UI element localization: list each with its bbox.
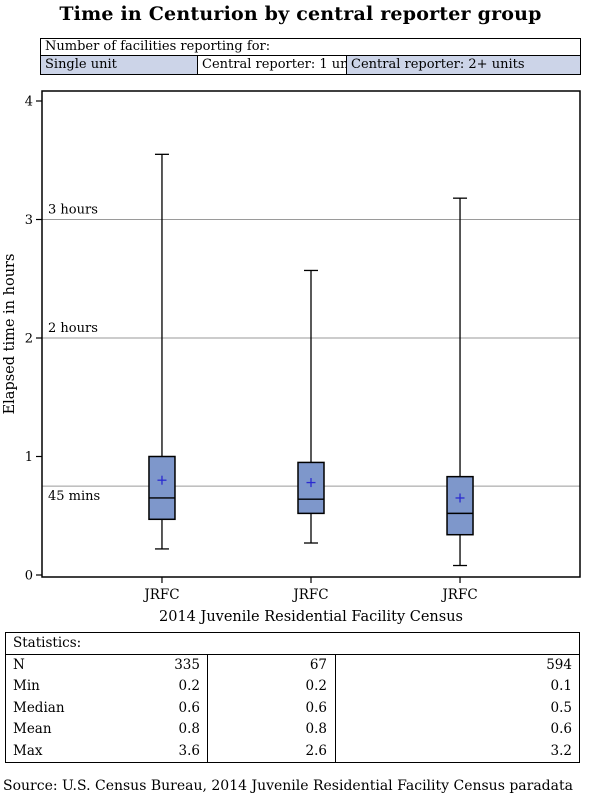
stats-row-median: Median 0.6 0.6 0.5 — [6, 697, 579, 720]
chart-title: Time in Centurion by central reporter gr… — [59, 3, 542, 25]
reference-line-label: 3 hours — [48, 203, 98, 218]
stats-value: 0.6 — [335, 719, 579, 741]
box-plot-group-1 — [148, 153, 176, 550]
stats-row-n: N 335 67 594 — [6, 655, 579, 677]
stats-row-mean: Mean 0.8 0.8 0.6 — [6, 719, 579, 741]
legend-item-central-reporter-2plus-units: Central reporter: 2+ units — [346, 56, 580, 74]
stats-value: 0.6 — [207, 697, 335, 720]
stats-row-min: Min 0.2 0.2 0.1 — [6, 676, 579, 698]
x-axis-category-label: JRFC — [142, 587, 179, 603]
stats-value: 67 — [207, 655, 335, 677]
stats-value: 0.8 — [207, 719, 335, 741]
legend-table: Number of facilities reporting for: Sing… — [40, 38, 581, 75]
statistics-table-body: N 335 67 594 Min 0.2 0.2 0.1 Median 0.6 0.6 0.5 Mean… — [6, 655, 579, 762]
y-axis-tick-label: 3 — [25, 213, 33, 228]
stats-value: 3.2 — [335, 740, 579, 762]
stats-value: 2.6 — [207, 740, 335, 762]
y-axis-tick-label: 4 — [25, 95, 33, 110]
box-plot-group-3 — [446, 197, 474, 567]
legend-header: Number of facilities reporting for: — [41, 39, 580, 56]
statistics-table-header: Statistics: — [6, 633, 579, 655]
boxplot-chart: 45 mins 2 hours 3 hours 0 1 2 3 4 JRFC JRFC JRFC 20… — [2, 90, 581, 625]
iqr-box — [446, 475, 474, 536]
legend-item-single-unit: Single unit — [41, 56, 197, 74]
legend-item-central-reporter-1-unit: Central reporter: 1 unit — [197, 56, 346, 74]
stats-label-and-value: Median 0.6 — [13, 699, 200, 716]
stats-value: 0.1 — [335, 676, 579, 698]
legend-row: Single unit Central reporter: 1 unit Cen… — [41, 56, 580, 74]
y-axis-tick-label: 2 — [25, 332, 33, 347]
x-axis-title: 2014 Juvenile Residential Facility Censu… — [159, 609, 463, 625]
box-plot-group-2 — [297, 269, 325, 544]
stats-label-and-value: N 335 — [13, 657, 200, 673]
stats-label-and-value: Max 3.6 — [13, 742, 200, 759]
stats-label-and-value: Mean 0.8 — [13, 721, 200, 738]
y-axis-tick-label: 0 — [25, 569, 33, 584]
reference-line-label: 45 mins — [48, 489, 100, 504]
x-axis-category-label: JRFC — [291, 587, 328, 603]
iqr-box — [297, 461, 325, 515]
x-axis-category-label: JRFC — [440, 587, 477, 603]
y-axis-title: Elapsed time in hours — [2, 254, 18, 415]
reference-line-label: 2 hours — [48, 321, 98, 336]
stats-value: 0.2 — [207, 676, 335, 698]
y-axis-tick-label: 1 — [25, 450, 33, 465]
stats-label-and-value: Min 0.2 — [13, 678, 200, 695]
source-note: Source: U.S. Census Bureau, 2014 Juvenil… — [3, 778, 573, 794]
iqr-box — [148, 455, 176, 521]
stats-row-max: Max 3.6 2.6 3.2 — [6, 740, 579, 762]
statistics-table: Statistics: N 335 67 594 Min 0.2 0.2 0.1 Median 0… — [5, 632, 580, 763]
stats-value: 0.5 — [335, 697, 579, 720]
stats-value: 594 — [335, 655, 579, 677]
